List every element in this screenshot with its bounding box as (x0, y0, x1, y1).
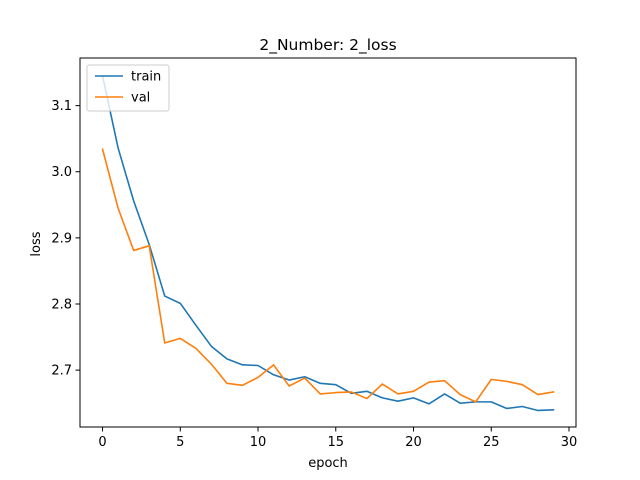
legend-label-train: train (131, 70, 161, 85)
legend-label-val: val (131, 91, 150, 106)
y-axis-label: loss (29, 231, 44, 256)
x-axis-label: epoch (308, 456, 348, 471)
y-tick-label: 2.8 (51, 298, 72, 313)
axes-frame (79, 57, 577, 428)
chart-title: 2_Number: 2_loss (259, 36, 396, 55)
y-tick-label: 2.9 (51, 231, 72, 246)
x-tick-label: 25 (483, 435, 500, 450)
x-tick-label: 5 (176, 435, 184, 450)
x-tick-label: 0 (98, 435, 106, 450)
x-tick-label: 20 (405, 435, 422, 450)
x-tick-label: 10 (250, 435, 267, 450)
series-line-val (101, 148, 555, 403)
y-tick-label: 3.0 (51, 165, 72, 180)
x-tick-label: 15 (328, 435, 345, 450)
series-line-train (101, 74, 555, 412)
legend: train val (86, 64, 170, 112)
y-tick-label: 2.7 (51, 364, 72, 379)
x-tick-label: 30 (561, 435, 578, 450)
axes: 0 5 10 15 20 25 30 2.7 2.8 2.9 3.0 3.1 (51, 57, 578, 450)
y-tick-label: 3.1 (51, 99, 72, 114)
plot-area (101, 74, 555, 412)
